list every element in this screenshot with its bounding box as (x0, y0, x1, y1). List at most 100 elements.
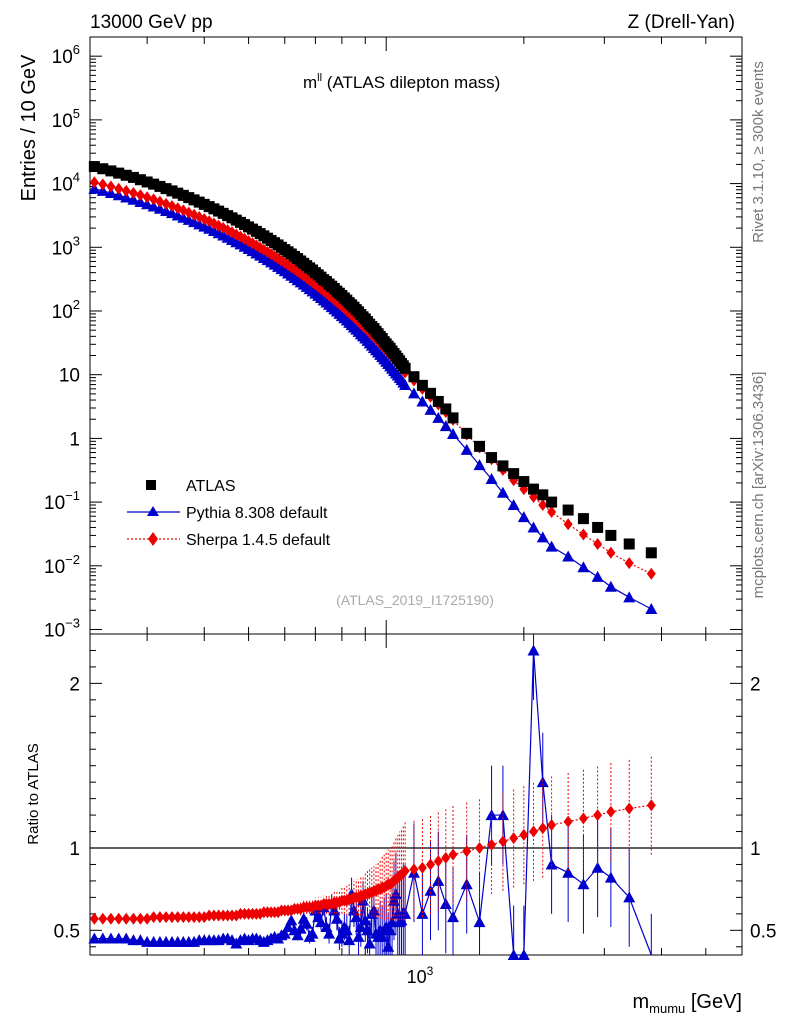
data-point-pythia (591, 570, 604, 582)
data-point-pythia (473, 459, 486, 471)
data-point-pythia (399, 378, 412, 390)
data-point-pythia (507, 499, 520, 511)
data-point-sherpa (519, 828, 529, 841)
data-point-atlas (113, 167, 125, 179)
y-tick-label-base: 10 (52, 47, 73, 68)
data-point-pythia (447, 428, 460, 440)
data-point-atlas (497, 460, 509, 472)
data-point-atlas (461, 427, 473, 439)
ratio-xticks (146, 634, 743, 955)
data-point-sherpa (184, 911, 194, 924)
y-tick-label-base: 10 (59, 366, 80, 387)
data-point-sherpa (161, 911, 171, 924)
data-point-sherpa (593, 809, 603, 822)
data-point-sherpa (624, 557, 634, 570)
data-point-pythia (424, 403, 437, 415)
data-point-pythia (127, 193, 140, 205)
data-point-pythia (134, 934, 147, 946)
data-point-sherpa (149, 193, 159, 206)
ratio-y-tick-label-right: 0.5 (750, 921, 776, 942)
main-title-m: m (303, 73, 317, 92)
ratio-y-tick-label: 1 (69, 839, 80, 860)
legend-sherpa-label: Sherpa 1.4.5 default (186, 532, 331, 549)
data-point-sherpa (498, 835, 508, 848)
data-point-pythia (314, 916, 327, 928)
data-point-pythia (645, 602, 658, 614)
data-point-atlas (577, 513, 589, 525)
data-point-pythia (473, 916, 486, 928)
data-point-pythia (460, 443, 473, 455)
data-point-sherpa (89, 176, 99, 189)
data-point-pythia (354, 921, 367, 933)
y-tick-label: 1 (69, 429, 80, 450)
y-tick-label: 10−1 (44, 488, 80, 514)
data-point-sherpa (441, 851, 451, 864)
data-point-atlas (518, 476, 530, 488)
data-point-atlas (154, 180, 166, 192)
ratio-series (88, 634, 656, 960)
data-point-pythia (591, 861, 604, 873)
data-point-pythia (485, 809, 498, 821)
data-point-sherpa (448, 848, 458, 861)
ratio-y-tick-label: 2 (69, 674, 80, 695)
y-tick-label-base: 10 (52, 175, 73, 196)
y-tick-label: 105 (52, 106, 80, 132)
data-point-sherpa (400, 865, 410, 878)
data-point-pythia (361, 924, 374, 936)
y-tick-label-exp: 4 (73, 170, 80, 185)
data-point-sherpa (135, 189, 145, 202)
y-tick-label-exp: 6 (73, 42, 80, 57)
data-point-pythia (300, 917, 313, 929)
data-point-pythia (604, 580, 617, 592)
data-point-sherpa (563, 518, 573, 531)
data-point-atlas (623, 538, 635, 550)
data-point-sherpa (106, 180, 116, 193)
data-point-pythia (335, 927, 348, 939)
data-point-pythia (439, 897, 452, 909)
data-point-sherpa (204, 909, 214, 922)
y-tick-label: 102 (52, 297, 80, 323)
data-point-sherpa (173, 911, 183, 924)
data-point-pythia (340, 924, 353, 936)
y-tick-label-base: 10 (52, 302, 73, 323)
data-point-atlas (408, 371, 420, 383)
data-point-pythia (536, 776, 549, 788)
data-point-atlas (486, 452, 498, 464)
data-point-atlas (160, 183, 172, 195)
data-point-pythia (350, 911, 363, 923)
legend-pythia-label: Pythia 8.308 default (186, 505, 328, 522)
data-point-sherpa (128, 912, 138, 925)
main-xticks (146, 37, 743, 634)
y-tick-label: 10−3 (44, 616, 80, 642)
data-point-sherpa (475, 842, 485, 854)
data-point-atlas (537, 489, 549, 501)
data-point-atlas (105, 165, 117, 177)
data-point-sherpa (178, 911, 188, 924)
data-point-pythia (432, 874, 445, 886)
data-point-sherpa (547, 818, 557, 831)
data-point-pythia (389, 888, 402, 900)
data-point-pythia (376, 930, 389, 942)
data-point-atlas (605, 529, 617, 541)
data-point-sherpa (417, 861, 427, 874)
data-point-atlas (425, 387, 437, 399)
data-point-sherpa (606, 546, 616, 559)
data-point-sherpa (167, 911, 177, 924)
data-point-sherpa (194, 911, 204, 924)
data-point-pythia (147, 200, 160, 212)
data-point-pythia (416, 907, 429, 919)
data-point-pythia (285, 914, 298, 926)
data-point-pythia (323, 927, 336, 939)
y-tick-label-exp: 5 (73, 106, 80, 121)
data-point-pythia (294, 922, 307, 934)
data-point-sherpa (487, 838, 497, 851)
data-point-sherpa (98, 178, 108, 191)
data-point-pythia (384, 924, 397, 936)
main-series-2 (89, 176, 656, 580)
data-point-pythia (104, 187, 117, 199)
y-tick-label: 106 (52, 42, 80, 68)
y-tick-label-base: 1 (69, 429, 80, 450)
data-point-sherpa (106, 912, 116, 925)
data-point-atlas (172, 187, 184, 199)
